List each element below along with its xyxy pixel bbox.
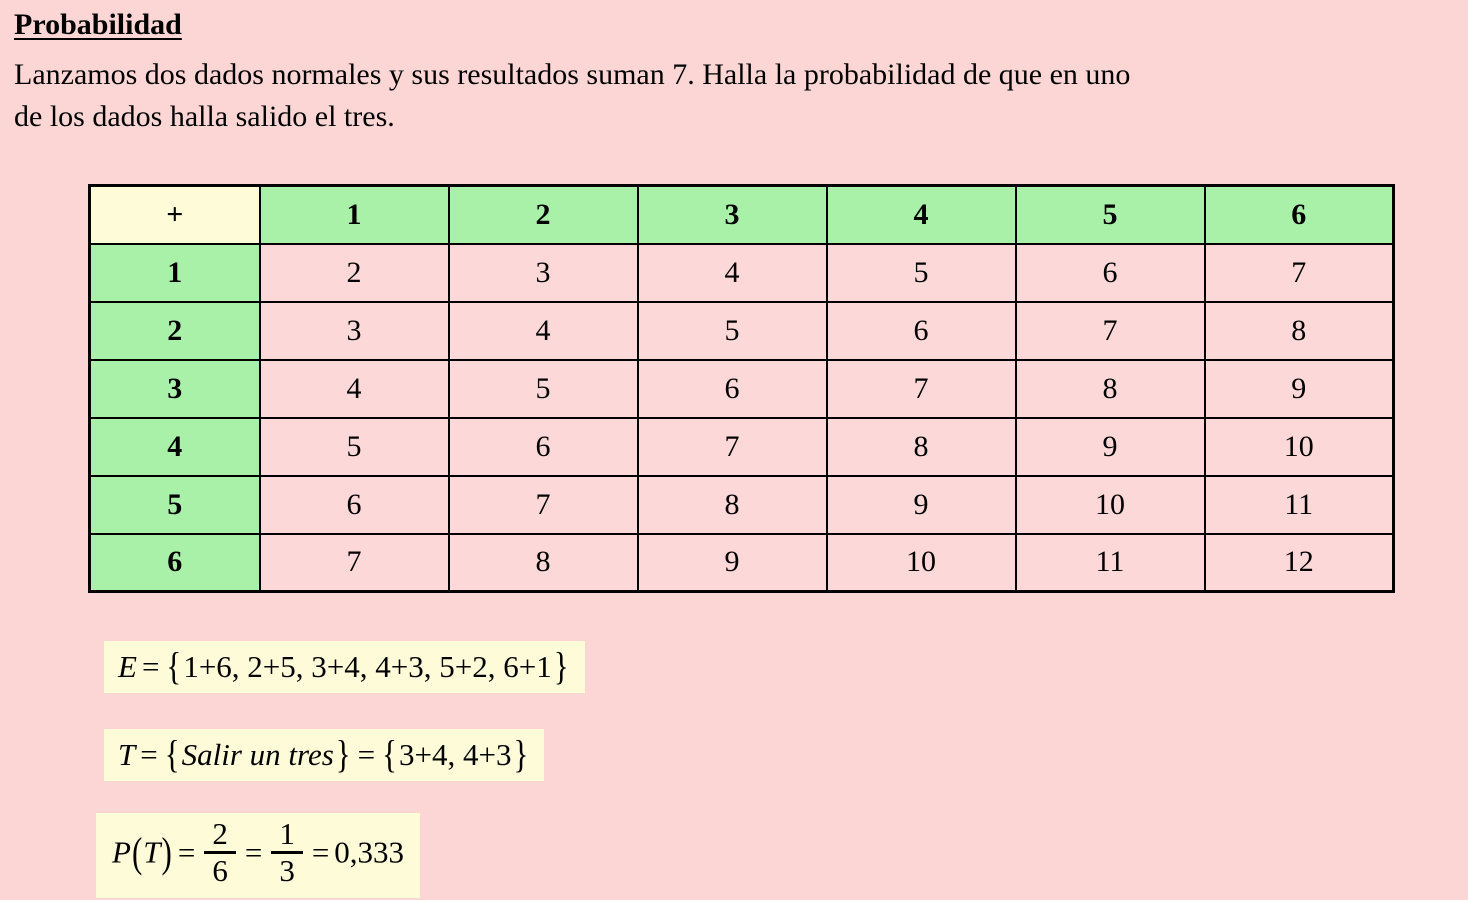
close-paren: ): [161, 828, 172, 876]
open-paren: (: [131, 828, 143, 876]
col-header-4: 4: [825, 184, 1017, 245]
sum-cell: 7: [447, 474, 639, 535]
problem-statement: Lanzamos dos dados normales y sus result…: [14, 54, 1468, 138]
row-header-3: 3: [88, 358, 261, 419]
sum-cell: 9: [825, 474, 1017, 535]
event-description: Salir un tres: [181, 737, 334, 772]
equals-sign: =: [311, 834, 330, 870]
problem-line-1: Lanzamos dos dados normales y sus result…: [14, 58, 1131, 91]
col-header-6: 6: [1203, 184, 1395, 245]
sum-cell: 5: [258, 416, 450, 477]
sum-cell: 7: [258, 532, 450, 593]
open-brace: {: [164, 732, 180, 777]
numerator: 2: [204, 818, 236, 854]
function-P: P: [112, 834, 131, 870]
sum-cell: 3: [258, 300, 450, 361]
equals-sign: =: [141, 649, 160, 684]
open-brace: {: [166, 644, 182, 689]
row-header-1: 1: [88, 242, 261, 303]
sum-cell: 4: [636, 242, 828, 303]
sum-cell: 6: [636, 358, 828, 419]
row-header-5: 5: [88, 474, 261, 535]
sum-cell: 4: [447, 300, 639, 361]
col-header-3: 3: [636, 184, 828, 245]
corner-plus-cell: +: [88, 184, 261, 245]
sum-cell: 7: [1203, 242, 1395, 303]
row-header-2: 2: [88, 300, 261, 361]
probability-result: 0,333: [334, 834, 405, 870]
sum-cell: 5: [636, 300, 828, 361]
sum-cell: 8: [825, 416, 1017, 477]
problem-line-2: de los dados halla salido el tres.: [14, 100, 395, 133]
row-header-4: 4: [88, 416, 261, 477]
equals-sign: =: [357, 737, 376, 772]
argument-T: T: [143, 834, 161, 870]
sum-cell: 4: [258, 358, 450, 419]
formula-event: T = {Salir un tres} = {3+4, 4+3}: [104, 729, 545, 781]
sum-cell: 5: [825, 242, 1017, 303]
equals-sign: =: [244, 834, 263, 870]
col-header-5: 5: [1014, 184, 1206, 245]
table-row: 2 3 4 5 6 7 8: [88, 300, 1395, 361]
table-row: 1 2 3 4 5 6 7: [88, 242, 1395, 303]
close-brace: }: [513, 732, 529, 777]
sum-cell: 10: [1203, 416, 1395, 477]
sum-cell: 8: [636, 474, 828, 535]
sum-cell: 5: [447, 358, 639, 419]
numerator: 1: [271, 818, 303, 854]
table-header-row: + 1 2 3 4 5 6: [88, 184, 1395, 245]
sum-cell: 10: [1014, 474, 1206, 535]
dice-sum-table: + 1 2 3 4 5 6 1 2 3 4 5 6 7 2 3 4 5 6 7 …: [88, 184, 1395, 593]
col-header-1: 1: [258, 184, 450, 245]
equals-sign: =: [177, 834, 196, 870]
sum-cell: 6: [825, 300, 1017, 361]
sum-cell: 9: [1203, 358, 1395, 419]
table-row: 5 6 7 8 9 10 11: [88, 474, 1395, 535]
row-header-6: 6: [88, 532, 261, 593]
event-elements: 3+4, 4+3: [399, 737, 512, 772]
sum-cell: 12: [1203, 532, 1395, 593]
variable-E: E: [118, 649, 137, 684]
equals-sign: =: [140, 737, 158, 772]
denominator: 6: [212, 853, 228, 888]
sum-cell: 8: [1014, 358, 1206, 419]
sum-cell: 8: [1203, 300, 1395, 361]
variable-T: T: [118, 737, 136, 772]
sum-cell: 6: [1014, 242, 1206, 303]
sum-cell: 9: [636, 532, 828, 593]
sum-cell: 7: [1014, 300, 1206, 361]
formula-sample-space: E = {1+6, 2+5, 3+4, 4+3, 5+2, 6+1}: [104, 641, 585, 693]
sum-cell: 10: [825, 532, 1017, 593]
table-row: 6 7 8 9 10 11 12: [88, 532, 1395, 593]
solution-formulas: E = {1+6, 2+5, 3+4, 4+3, 5+2, 6+1} T = {Sali…: [96, 593, 1468, 898]
sum-cell: 7: [825, 358, 1017, 419]
open-brace: {: [382, 732, 398, 777]
formula-probability: P(T) = 2 6 = 1 3 = 0,333: [96, 813, 421, 898]
close-brace: }: [335, 732, 351, 777]
sum-cell: 11: [1014, 532, 1206, 593]
table-row: 4 5 6 7 8 9 10: [88, 416, 1395, 477]
sum-cell: 6: [447, 416, 639, 477]
sum-cell: 7: [636, 416, 828, 477]
sum-cell: 2: [258, 242, 450, 303]
sum-cell: 9: [1014, 416, 1206, 477]
table-row: 3 4 5 6 7 8 9: [88, 358, 1395, 419]
sum-cell: 3: [447, 242, 639, 303]
sum-cell: 11: [1203, 474, 1395, 535]
sum-cell: 6: [258, 474, 450, 535]
sample-space-elements: 1+6, 2+5, 3+4, 4+3, 5+2, 6+1: [183, 649, 552, 684]
page-title: Probabilidad: [14, 8, 182, 41]
denominator: 3: [279, 853, 295, 888]
sum-cell: 8: [447, 532, 639, 593]
close-brace: }: [553, 644, 569, 689]
col-header-2: 2: [447, 184, 639, 245]
